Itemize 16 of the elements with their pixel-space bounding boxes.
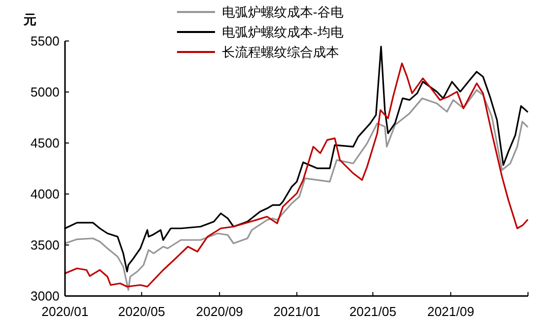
- x-tick-label: 2021/05: [349, 304, 396, 319]
- x-tick-label: 2021/01: [273, 304, 320, 319]
- x-tick-label: 2021/09: [427, 304, 474, 319]
- legend-label: 电弧炉螺纹成本-谷电: [222, 4, 344, 20]
- y-tick-label: 5000: [30, 84, 60, 100]
- legend-label: 长流程螺纹综合成本: [222, 44, 339, 60]
- y-axis-title: 元: [22, 12, 36, 27]
- y-tick-label: 4500: [30, 136, 60, 151]
- legend-label: 电弧炉螺纹成本-均电: [222, 24, 344, 40]
- x-tick-label: 2020/09: [196, 304, 244, 319]
- y-tick-label: 5500: [30, 34, 60, 49]
- y-tick-label: 4000: [30, 186, 60, 202]
- y-tick-label: 3000: [30, 288, 60, 304]
- x-tick-label: 2020/05: [118, 304, 166, 319]
- x-tick-label: 2020/01: [42, 304, 88, 319]
- y-tick-label: 3500: [30, 238, 60, 253]
